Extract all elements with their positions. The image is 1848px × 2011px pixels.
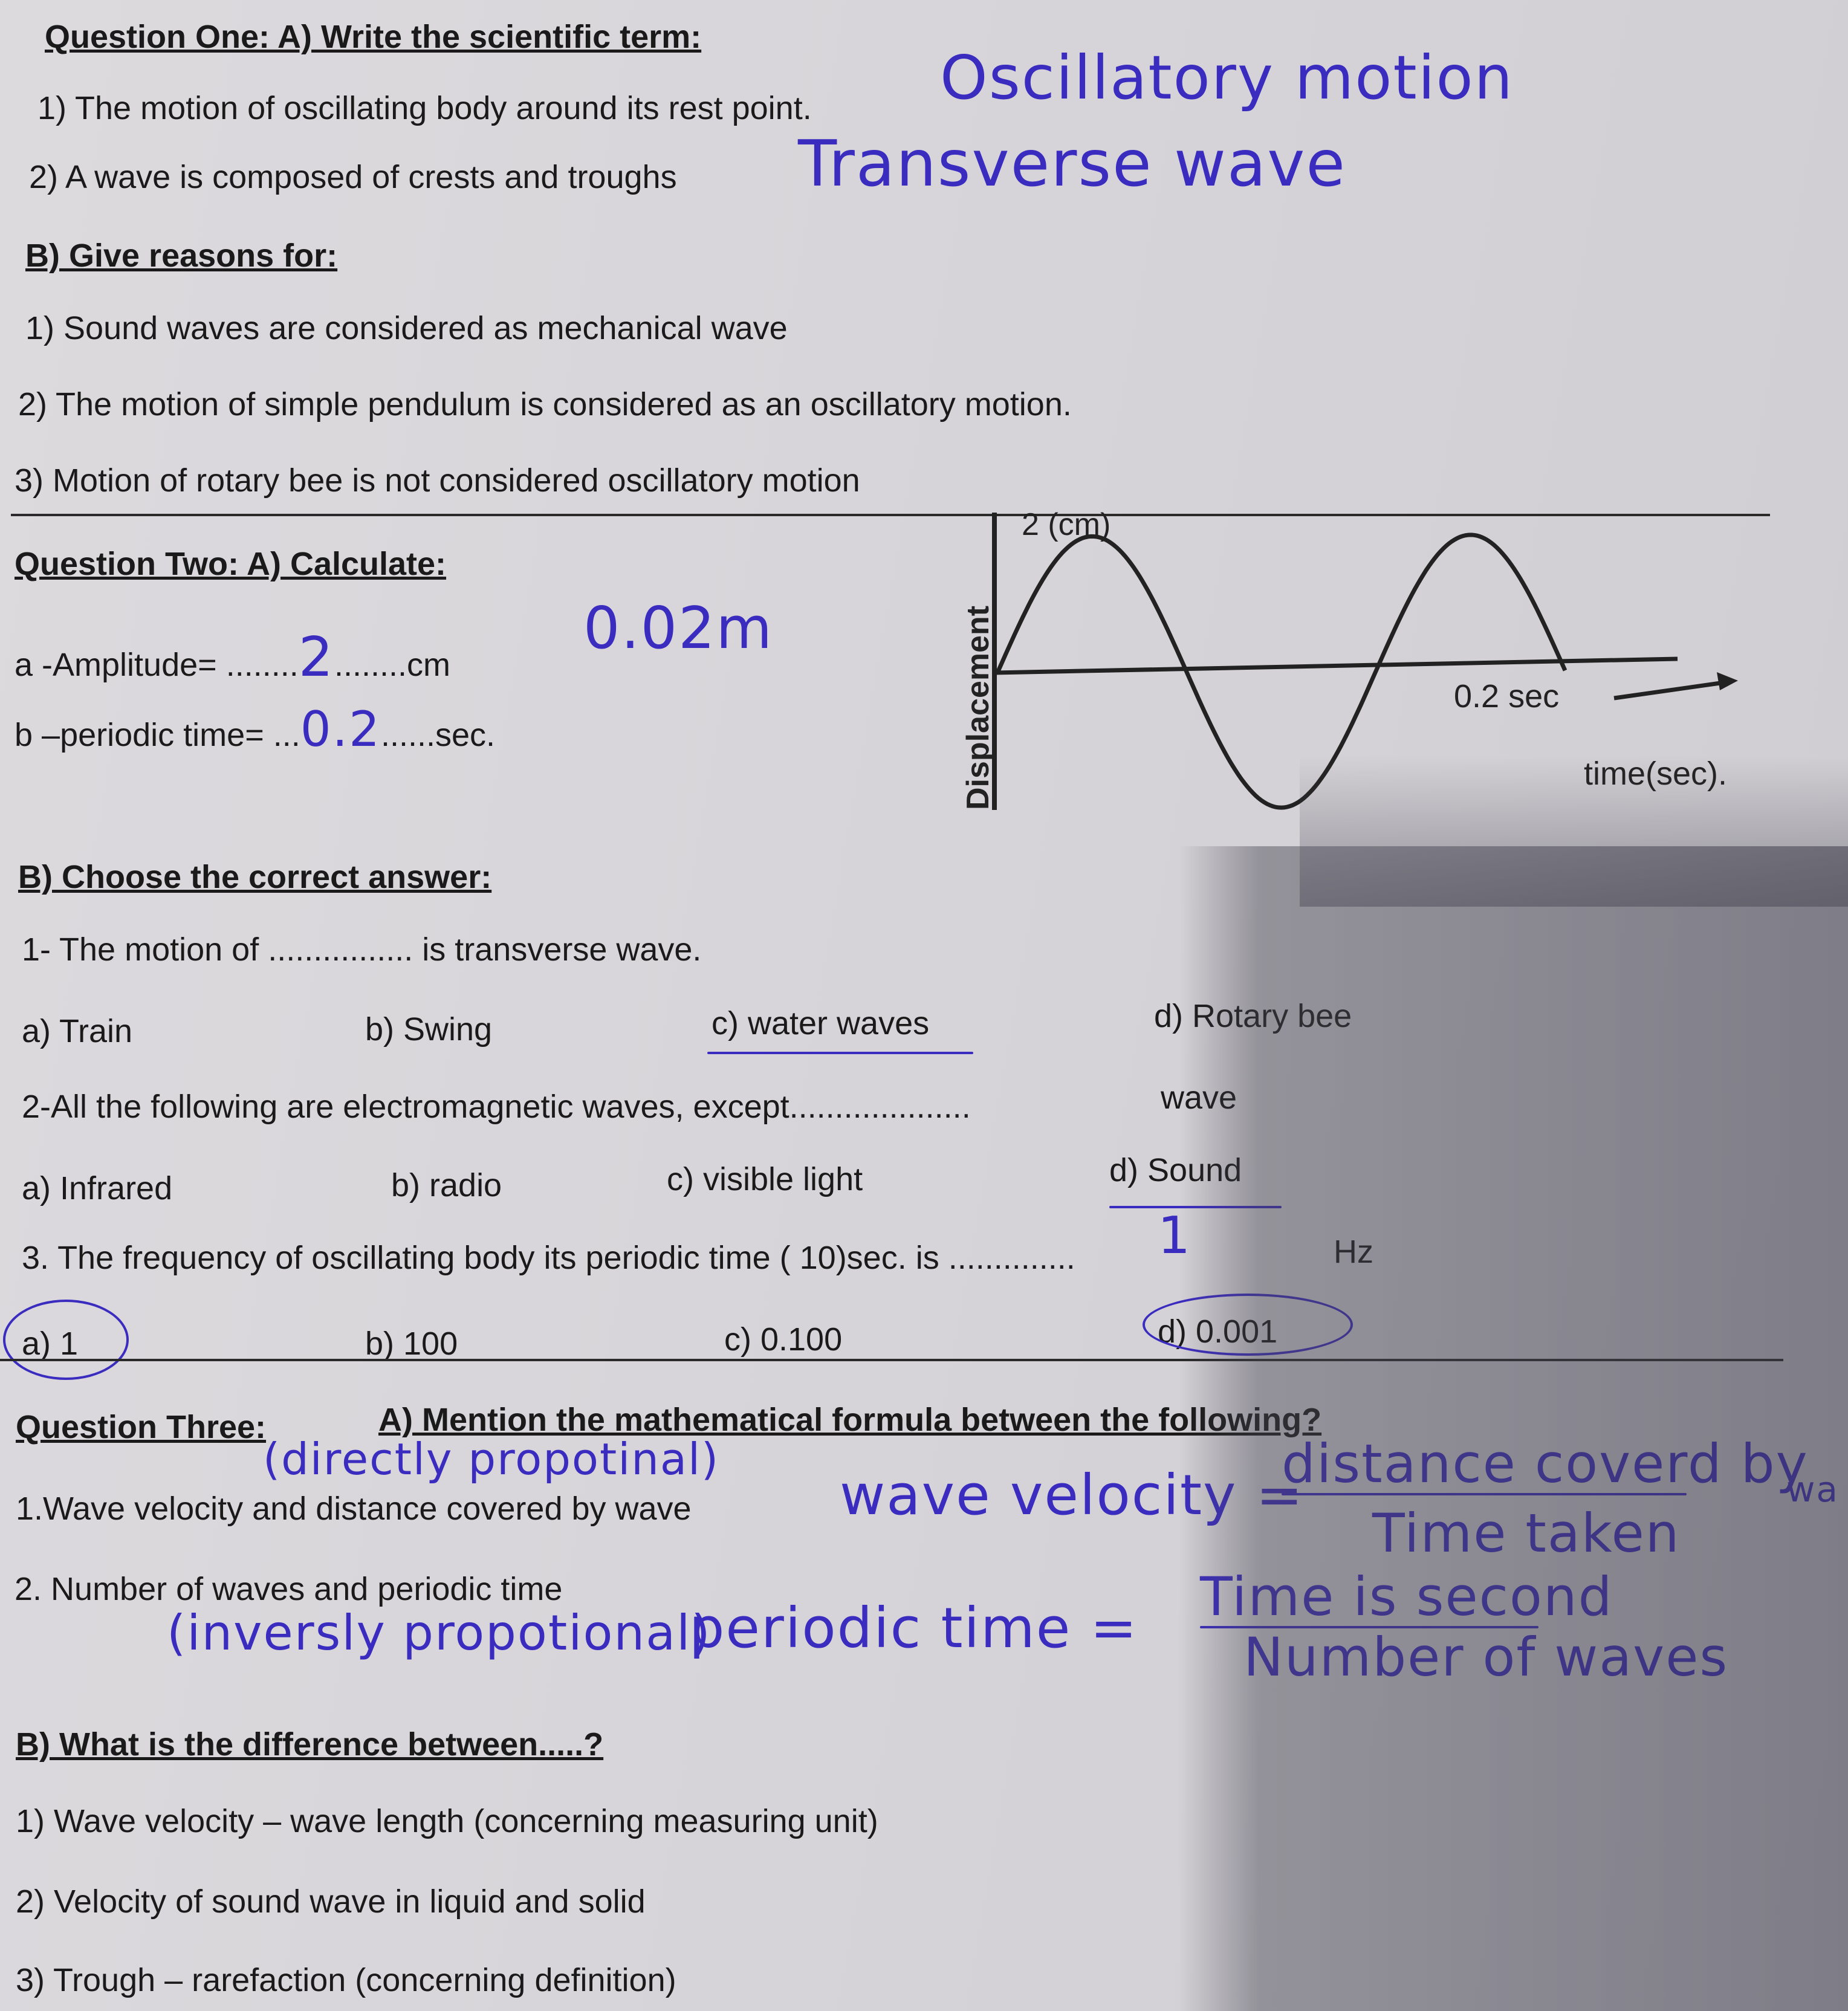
period-line: b –periodic time= ...0.2......sec.: [15, 701, 495, 757]
formula-1-numerator-extra: wa: [1786, 1469, 1839, 1510]
amplitude-label: a -Amplitude=: [15, 647, 226, 683]
mcq-2-option-c[interactable]: c) visible light: [667, 1161, 863, 1197]
formula-2-numerator: Time is second: [1200, 1566, 1613, 1628]
formula-2-lhs: periodic time =: [689, 1596, 1138, 1660]
mcq-2-question: 2-All the following are electromagnetic …: [22, 1089, 971, 1125]
time-arrow: [1613, 679, 1730, 701]
period-unit: ......sec.: [380, 717, 496, 753]
answer-underline: [707, 1052, 973, 1054]
amplitude-annotation: 2 (cm): [1022, 507, 1110, 542]
formula-1-lhs: wave velocity =: [840, 1463, 1304, 1527]
mcq-3-answer: 1: [1158, 1206, 1192, 1266]
fraction-bar: [1282, 1493, 1687, 1495]
mcq-1-option-d[interactable]: d) Rotary bee: [1154, 998, 1352, 1034]
mcq-3-option-c[interactable]: c) 0.100: [724, 1321, 843, 1358]
q1-title: Question One: A) Write the scientific te…: [45, 19, 702, 55]
mcq-2-option-d[interactable]: d) Sound: [1109, 1152, 1242, 1188]
q3-item-1: 1.Wave velocity and distance covered by …: [16, 1491, 692, 1527]
mcq-1-option-b[interactable]: b) Swing: [365, 1011, 493, 1048]
diff-2: 2) Velocity of sound wave in liquid and …: [16, 1883, 646, 1920]
reason-2: 2) The motion of simple pendulum is cons…: [18, 386, 1072, 423]
mcq-2-tail: wave: [1161, 1080, 1237, 1116]
diff-3: 3) Trough – rarefaction (concerning defi…: [16, 1962, 676, 1998]
mcq-1-question: 1- The motion of ................ is tra…: [22, 931, 702, 968]
answer-circle: [3, 1300, 129, 1380]
q3-a-title: A) Mention the mathematical formula betw…: [378, 1402, 1322, 1438]
diff-1: 1) Wave velocity – wave length (concerni…: [16, 1803, 878, 1839]
x-axis: [994, 656, 1678, 675]
time-annotation: 0.2 sec: [1454, 678, 1559, 714]
q3-item-2: 2. Number of waves and periodic time: [15, 1571, 563, 1607]
amplitude-answer: 2: [298, 626, 334, 689]
answer-circle: [1143, 1294, 1353, 1356]
q1-item-1: 1) The motion of oscillating body around…: [37, 90, 812, 126]
divider-2: [0, 1359, 1783, 1361]
q1-item-2: 2) A wave is composed of crests and trou…: [29, 159, 677, 195]
q1-b-title: B) Give reasons for:: [25, 238, 338, 274]
x-axis-label: time(sec).: [1584, 756, 1727, 792]
mcq-2-option-b[interactable]: b) radio: [391, 1167, 502, 1203]
mcq-3-tail: Hz: [1334, 1234, 1373, 1270]
divider-1: [11, 514, 1770, 516]
amplitude-unit: ........cm: [334, 647, 450, 683]
arrow-head: [1717, 672, 1738, 690]
y-axis-label: Displacement: [961, 606, 996, 810]
formula-1-denominator: Time taken: [1372, 1502, 1681, 1564]
formula-2-denominator: Number of waves: [1243, 1626, 1729, 1688]
q3-title: Question Three:: [16, 1409, 267, 1445]
mcq-2-option-a[interactable]: a) Infrared: [22, 1170, 173, 1206]
amplitude-dots: ........: [225, 647, 299, 683]
period-answer: 0.2: [300, 701, 381, 757]
reason-3: 3) Motion of rotary bee is not considere…: [15, 462, 860, 499]
mcq-3-option-b[interactable]: b) 100: [365, 1326, 458, 1362]
reason-1: 1) Sound waves are considered as mechani…: [25, 310, 788, 346]
q1-answer-2: Transverse wave: [798, 127, 1347, 201]
mcq-1-option-a[interactable]: a) Train: [22, 1013, 133, 1049]
mcq-3-question: 3. The frequency of oscillating body its…: [22, 1240, 1075, 1276]
q3-note-1: (directly propotinal): [263, 1434, 720, 1485]
amplitude-line: a -Amplitude= ........2........cm: [15, 626, 450, 689]
period-label: b –periodic time= ...: [15, 717, 300, 753]
formula-1-numerator: distance coverd by: [1282, 1433, 1809, 1495]
wave-curve: [995, 533, 1568, 810]
q3-note-2: (inversly propotional): [167, 1605, 712, 1661]
mcq-1-option-c[interactable]: c) water waves: [712, 1005, 930, 1041]
q2-b-title: B) Choose the correct answer:: [18, 859, 492, 895]
q3-b-title: B) What is the difference between.....?: [16, 1726, 604, 1763]
answer-underline: [1109, 1206, 1282, 1208]
amplitude-extra: 0.02m: [583, 595, 774, 662]
q2-title: Question Two: A) Calculate:: [15, 546, 447, 582]
q1-answer-1: Oscillatory motion: [940, 42, 1514, 113]
